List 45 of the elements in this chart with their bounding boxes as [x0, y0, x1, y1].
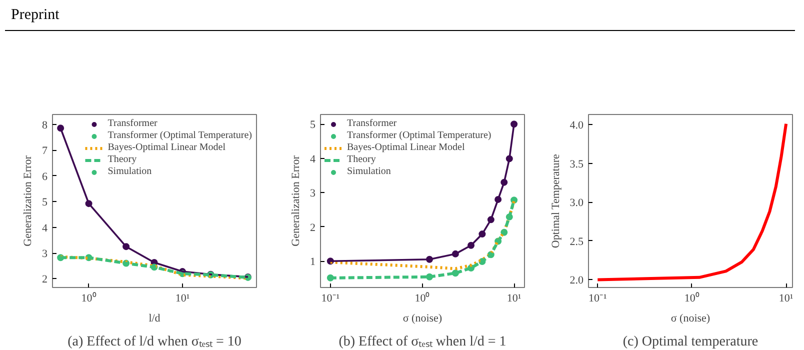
y-tick-label: 1 [310, 256, 316, 268]
y-tick-label: 7 [42, 145, 48, 158]
y-tick-label: 4 [310, 153, 316, 166]
legend-label: Bayes-Optimal Linear Model [108, 142, 226, 153]
y-tick-label: 6 [42, 170, 48, 183]
x-tick-label: 10¹ [175, 292, 190, 304]
y-tick-label: 2 [42, 274, 48, 286]
y-tick-label: 2.0 [570, 274, 584, 287]
y-axis-title: Optimal Temperature [550, 154, 562, 248]
legend-label: Transformer (Optimal Temperature) [347, 130, 492, 141]
text: (a) Effect of l/d when σₜₑₛₜ = 10 [68, 334, 242, 350]
y-tick-label: 3 [42, 248, 48, 260]
legend-label: Transformer [108, 118, 158, 129]
x-tick-label: 10⁰ [81, 292, 96, 304]
y-tick-label: 2 [310, 222, 316, 234]
y-axis-title: Generalization Error [290, 155, 302, 246]
annotation: Simulation [347, 166, 391, 177]
legend-label: Transformer [347, 118, 397, 129]
x-tick-label: 10⁻¹ [588, 292, 607, 304]
y-tick-label: 4 [42, 222, 48, 234]
y-tick-label: 2.5 [570, 236, 584, 248]
x-axis-title: σ (noise) [402, 312, 442, 324]
y-tick-label: 4.0 [570, 120, 584, 132]
x-tick-label: 10⁻¹ [321, 292, 340, 304]
annotation: Simulation [108, 166, 152, 177]
annotation: Theory [108, 154, 137, 165]
legend-label: Transformer (Optimal Temperature) [108, 130, 252, 141]
y-axis-title: Generalization Error [22, 155, 34, 246]
text: (c) Optimal temperature [622, 334, 758, 350]
x-tick-label: 10¹ [506, 292, 522, 304]
y-tick-label: 5 [42, 196, 48, 209]
y-tick-label: 3.5 [570, 158, 584, 170]
x-tick-label: 10⁰ [684, 292, 700, 304]
y-tick-label: 3.0 [570, 197, 584, 210]
x-tick-label: 10¹ [778, 292, 794, 304]
text: Preprint [11, 6, 60, 25]
text: (b) Effect of σₜₑₛₜ when l/d = 1 [338, 334, 506, 350]
y-tick-label: 3 [310, 188, 316, 200]
x-axis-title: σ (noise) [670, 312, 710, 324]
x-tick-label: 10⁰ [414, 292, 430, 304]
annotation: Theory [347, 154, 376, 165]
legend-label: Bayes-Optimal Linear Model [347, 142, 465, 153]
y-tick-label: 5 [310, 119, 316, 132]
x-axis-title: l/d [148, 312, 161, 324]
y-tick-label: 8 [42, 119, 48, 132]
